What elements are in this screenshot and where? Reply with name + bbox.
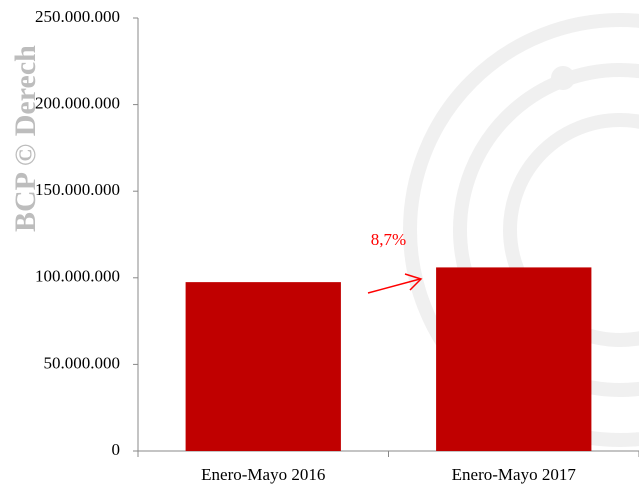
x-tick-label: Enero-Mayo 2017	[452, 465, 577, 484]
y-tick-label: 200.000.000	[35, 94, 120, 113]
bar	[185, 282, 341, 451]
x-tick-label: Enero-Mayo 2016	[201, 465, 325, 484]
y-tick-label: 0	[112, 440, 121, 459]
arrow	[367, 278, 421, 294]
y-tick-label: 50.000.000	[44, 353, 121, 372]
bar	[436, 267, 592, 451]
y-tick-label: 250.000.000	[35, 7, 120, 26]
y-tick-label: 150.000.000	[35, 180, 120, 199]
watermark: BCP © Derech	[9, 45, 42, 232]
arrow-head	[404, 273, 423, 291]
annotation: 8,7%	[371, 230, 406, 249]
background-dot	[551, 66, 575, 90]
background-emblem	[403, 13, 639, 447]
y-tick-label: 100.000.000	[35, 267, 120, 286]
